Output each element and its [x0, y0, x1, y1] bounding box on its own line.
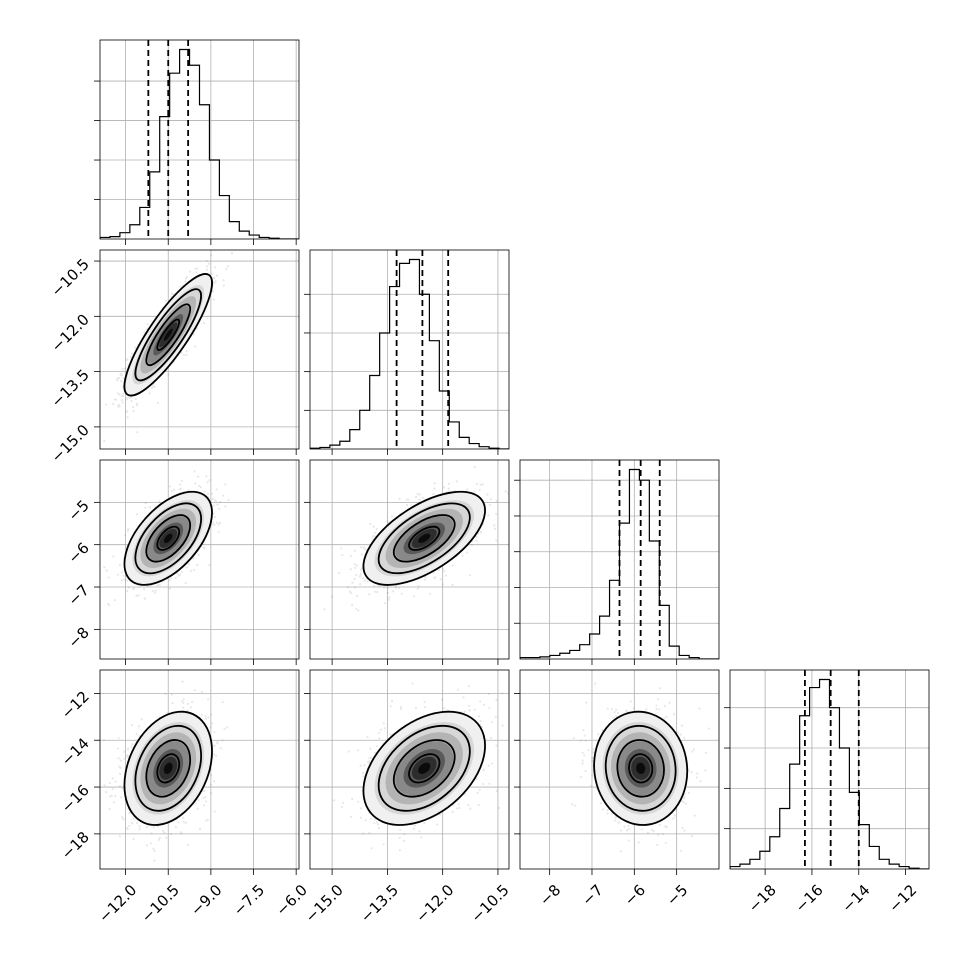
density-shading	[363, 491, 486, 585]
histogram-panel-p0	[94, 39, 300, 245]
x-tick-label: −10.5	[467, 881, 512, 926]
x-tick-label: −14	[838, 881, 873, 916]
contour-line	[628, 753, 654, 784]
panel-frame	[99, 459, 300, 660]
panel-frame	[519, 459, 720, 660]
contour-line	[134, 288, 202, 382]
x-tick-label: −18	[745, 881, 780, 916]
panel-frame	[99, 669, 300, 870]
y-tick-label: −6	[64, 539, 92, 567]
x-tick-label: −10.5	[138, 881, 183, 926]
scatter-panel-p1-p2	[304, 459, 510, 665]
x-tick-label: −13.5	[357, 881, 402, 926]
scatter-panel-p0-p2	[94, 459, 300, 665]
contour-line	[377, 502, 471, 575]
y-tick-label: −16	[58, 781, 93, 816]
scatter-panel-p2-p3	[514, 669, 720, 875]
density-shading	[363, 711, 486, 825]
density-shading	[594, 711, 688, 825]
y-tick-label: −12	[58, 688, 93, 723]
scatter-panel-p0-p3	[94, 669, 300, 875]
panel-frame	[519, 669, 720, 870]
panel-frame	[729, 669, 930, 870]
x-tick-label: −12.0	[95, 881, 140, 926]
y-tick-label: −12.0	[48, 310, 93, 355]
contour-line	[123, 710, 213, 826]
x-tick-label: −5	[663, 881, 691, 909]
x-tick-label: −7	[578, 881, 606, 909]
x-tick-label: −15.0	[302, 881, 347, 926]
contour-line	[377, 724, 471, 812]
contour-line	[362, 710, 486, 826]
y-tick-label: −7	[64, 581, 92, 609]
density-shading	[124, 711, 213, 825]
panel-frame	[309, 669, 510, 870]
panel-frame	[99, 249, 300, 450]
y-tick-label: −13.5	[48, 366, 93, 411]
histogram-step-line	[730, 678, 929, 869]
contour-line	[593, 710, 689, 826]
panel-frame	[309, 249, 510, 450]
contour-line	[392, 739, 456, 798]
x-tick-label: −12	[885, 881, 920, 916]
scatter-panel-p1-p3	[304, 669, 510, 875]
contour-line	[362, 490, 486, 586]
contour-line	[616, 739, 665, 798]
density-shading	[124, 491, 213, 585]
x-tick-label: −6	[621, 881, 649, 909]
contour-line	[604, 724, 677, 812]
histogram-panel-p1	[304, 249, 510, 455]
contour-line	[156, 525, 181, 551]
contour-line	[134, 502, 202, 575]
x-tick-label: −8	[536, 881, 564, 909]
histogram-step-line	[100, 48, 299, 239]
histogram-panel-p2	[514, 459, 720, 665]
contour-line	[408, 525, 441, 551]
contour-line	[392, 514, 456, 563]
panel-frame	[99, 39, 300, 240]
y-tick-label: −5	[64, 496, 92, 524]
x-tick-label: −12.0	[412, 881, 457, 926]
y-tick-label: −14	[58, 734, 93, 769]
histogram-panel-p3	[724, 669, 930, 875]
y-tick-label: −18	[58, 828, 93, 863]
contour-line	[134, 724, 202, 812]
x-tick-label: −16	[792, 881, 827, 916]
contour-line	[408, 753, 441, 784]
contour-line	[145, 739, 192, 798]
contour-line	[156, 318, 181, 351]
contour-line	[123, 273, 213, 397]
y-tick-label: −10.5	[48, 255, 93, 300]
contour-line	[123, 490, 213, 586]
x-tick-label: −9.0	[187, 881, 225, 919]
scatter-panel-p0-p1	[94, 249, 300, 455]
contour-line	[145, 514, 192, 563]
histogram-step-line	[310, 258, 509, 449]
x-tick-label: −7.5	[230, 881, 268, 919]
contour-line	[145, 303, 192, 367]
panel-frame	[309, 459, 510, 660]
y-tick-label: −8	[64, 623, 92, 651]
contour-line	[156, 753, 181, 784]
y-tick-label: −15.0	[48, 421, 93, 466]
